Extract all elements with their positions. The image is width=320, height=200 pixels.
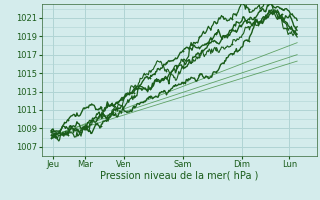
X-axis label: Pression niveau de la mer( hPa ): Pression niveau de la mer( hPa ): [100, 171, 258, 181]
